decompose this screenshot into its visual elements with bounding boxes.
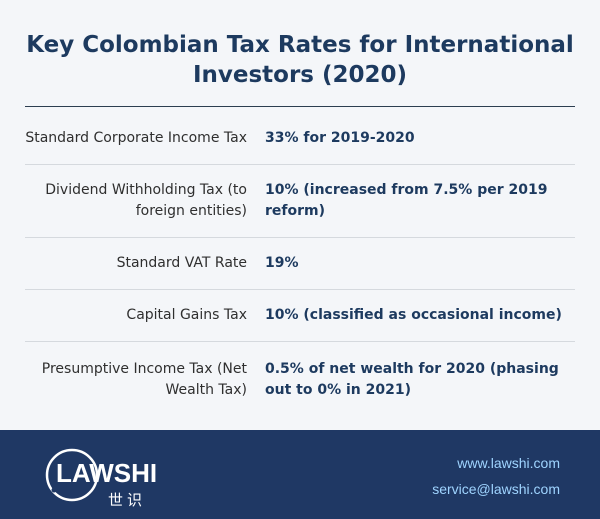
page-title: Key Colombian Tax Rates for Internationa… xyxy=(26,32,574,88)
row-value: 33% for 2019-2020 xyxy=(265,130,415,146)
website-link[interactable]: www.lawshi.com xyxy=(457,455,560,471)
row-value: 10% (classified as occasional income) xyxy=(265,307,562,323)
table-row: Capital Gains Tax 10% (classified as occ… xyxy=(25,290,575,342)
tax-rates-table: Standard Corporate Income Tax 33% for 20… xyxy=(25,113,575,418)
logo-wordmark: LAWSHI xyxy=(56,458,157,488)
row-label: Capital Gains Tax xyxy=(126,307,247,323)
row-label: Presumptive Income Tax (Net Wealth Tax) xyxy=(41,361,247,398)
email-link[interactable]: service@lawshi.com xyxy=(432,481,560,497)
table-row: Standard Corporate Income Tax 33% for 20… xyxy=(25,113,575,165)
contact-info: www.lawshi.com service@lawshi.com xyxy=(432,450,560,502)
row-value: 0.5% of net wealth for 2020 (phasing out… xyxy=(265,361,559,398)
row-label: Standard VAT Rate xyxy=(116,255,247,271)
tax-rates-card: Key Colombian Tax Rates for Internationa… xyxy=(25,32,575,418)
table-row: Standard VAT Rate 19% xyxy=(25,238,575,290)
row-label: Standard Corporate Income Tax xyxy=(25,130,247,146)
footer: LAWSHI 世识 www.lawshi.com service@lawshi.… xyxy=(0,430,600,519)
row-value: 10% (increased from 7.5% per 2019 reform… xyxy=(265,182,548,219)
lawshi-logo[interactable]: LAWSHI 世识 xyxy=(42,442,172,512)
logo-ring-icon xyxy=(45,448,99,502)
title-divider xyxy=(25,106,575,107)
row-value: 19% xyxy=(265,255,299,271)
row-label: Dividend Withholding Tax (to foreign ent… xyxy=(45,182,247,219)
logo-subtext: 世识 xyxy=(108,491,146,509)
table-row: Dividend Withholding Tax (to foreign ent… xyxy=(25,165,575,238)
table-row: Presumptive Income Tax (Net Wealth Tax) … xyxy=(25,342,575,418)
